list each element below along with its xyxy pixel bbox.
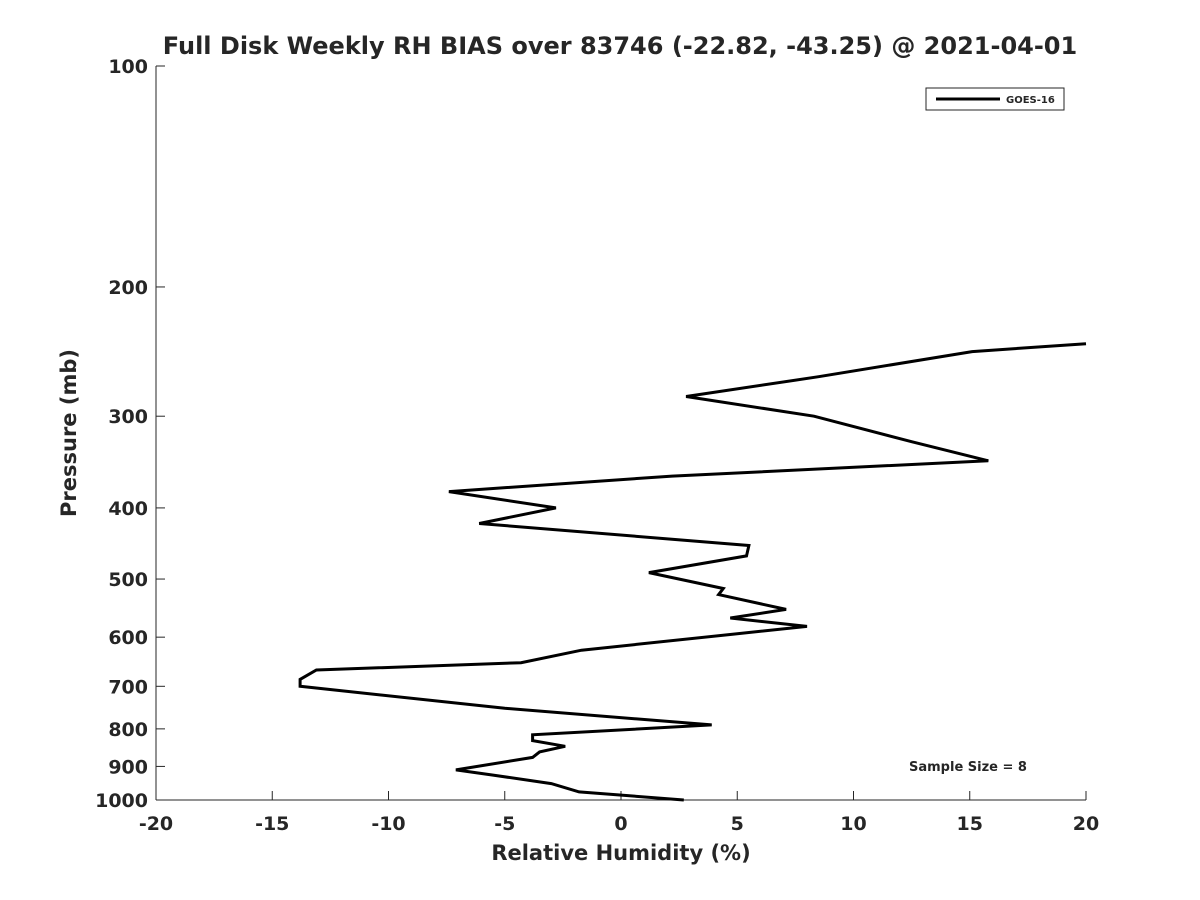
x-tick-label: 10 [840, 813, 866, 835]
y-tick-label: 1000 [95, 790, 148, 812]
x-tick-label: 0 [614, 813, 627, 835]
y-tick-label: 600 [108, 627, 148, 649]
series-layer [298, 342, 1087, 802]
y-tick-label: 900 [108, 756, 148, 778]
y-tick-label: 100 [108, 56, 148, 78]
plot-axes [155, 66, 1086, 801]
x-tick-label: -20 [139, 813, 173, 835]
legend: GOES-16 [925, 87, 1065, 111]
y-tick-label: 500 [108, 569, 148, 591]
chart-title: Full Disk Weekly RH BIAS over 83746 (-22… [163, 32, 1077, 60]
x-tick-label: -10 [371, 813, 405, 835]
x-tick-label: 15 [957, 813, 983, 835]
y-tick-label: 400 [108, 498, 148, 520]
legend-label-goes-16: GOES-16 [1006, 95, 1055, 106]
x-axis-label: Relative Humidity (%) [491, 841, 750, 865]
y-tick-label: 700 [108, 676, 148, 698]
y-axis-label: Pressure (mb) [57, 349, 81, 517]
x-tick-label: 20 [1073, 813, 1099, 835]
x-ticks: -20 -15 -10 -5 0 5 10 15 20 [139, 791, 1099, 835]
x-tick-label: -5 [494, 813, 515, 835]
x-tick-label: 5 [731, 813, 744, 835]
y-tick-label: 800 [108, 719, 148, 741]
series-line-goes-16 [298, 342, 1087, 802]
x-tick-label: -15 [255, 813, 289, 835]
sample-size-annotation: Sample Size = 8 [909, 760, 1027, 775]
y-tick-label: 300 [108, 406, 148, 428]
y-ticks: 100 200 300 400 500 600 700 800 900 1000 [95, 56, 165, 812]
y-tick-label: 200 [108, 277, 148, 299]
